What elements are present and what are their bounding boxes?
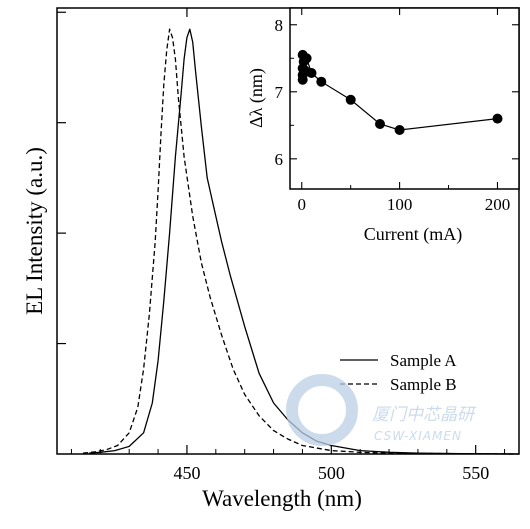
- legend-label-sample-b: Sample B: [390, 375, 457, 394]
- x-tick-label: 500: [318, 463, 345, 483]
- inset-x-tick-label: 0: [297, 195, 306, 214]
- inset-plot-frame: [289, 7, 520, 190]
- inset-x-tick-label: 100: [387, 195, 413, 214]
- inset-data-point: [375, 119, 385, 129]
- inset-axis-ticks: 0 100 200 6 7 8: [275, 8, 519, 214]
- watermark-line2: CSW-XIAMEN: [374, 429, 462, 443]
- watermark-line1: 厦门中芯晶研: [372, 405, 477, 425]
- inset-y-tick-label: 7: [275, 83, 284, 102]
- watermark-ring: [286, 374, 358, 446]
- y-axis-label: EL Intensity (a.u.): [22, 147, 47, 315]
- x-axis-label: Wavelength (nm): [202, 486, 362, 511]
- inset-data-point: [306, 68, 317, 78]
- inset-y-tick-label: 8: [275, 16, 284, 35]
- inset-plot-data: [297, 49, 503, 135]
- legend: Sample A Sample B: [340, 351, 457, 394]
- main-axis-ticks: 450 500 550: [57, 8, 506, 483]
- inset-data-point: [345, 94, 356, 105]
- inset-x-axis-label: Current (mA): [364, 224, 462, 245]
- inset-data-point: [301, 53, 312, 64]
- inset-y-axis-label: Δλ (nm): [246, 68, 267, 128]
- inset-y-tick-label: 6: [275, 150, 284, 169]
- watermark-logo: 厦门中芯晶研 CSW-XIAMEN: [286, 374, 477, 446]
- x-tick-label: 450: [173, 463, 200, 483]
- inset-data-point: [297, 74, 308, 85]
- x-tick-label: 550: [462, 463, 489, 483]
- inset-data-point: [492, 113, 503, 124]
- inset-data-point: [394, 125, 405, 135]
- main-plot-frame: [56, 7, 520, 455]
- inset-x-tick-label: 200: [485, 195, 511, 214]
- legend-label-sample-a: Sample A: [390, 351, 457, 370]
- inset-data-point: [316, 76, 327, 87]
